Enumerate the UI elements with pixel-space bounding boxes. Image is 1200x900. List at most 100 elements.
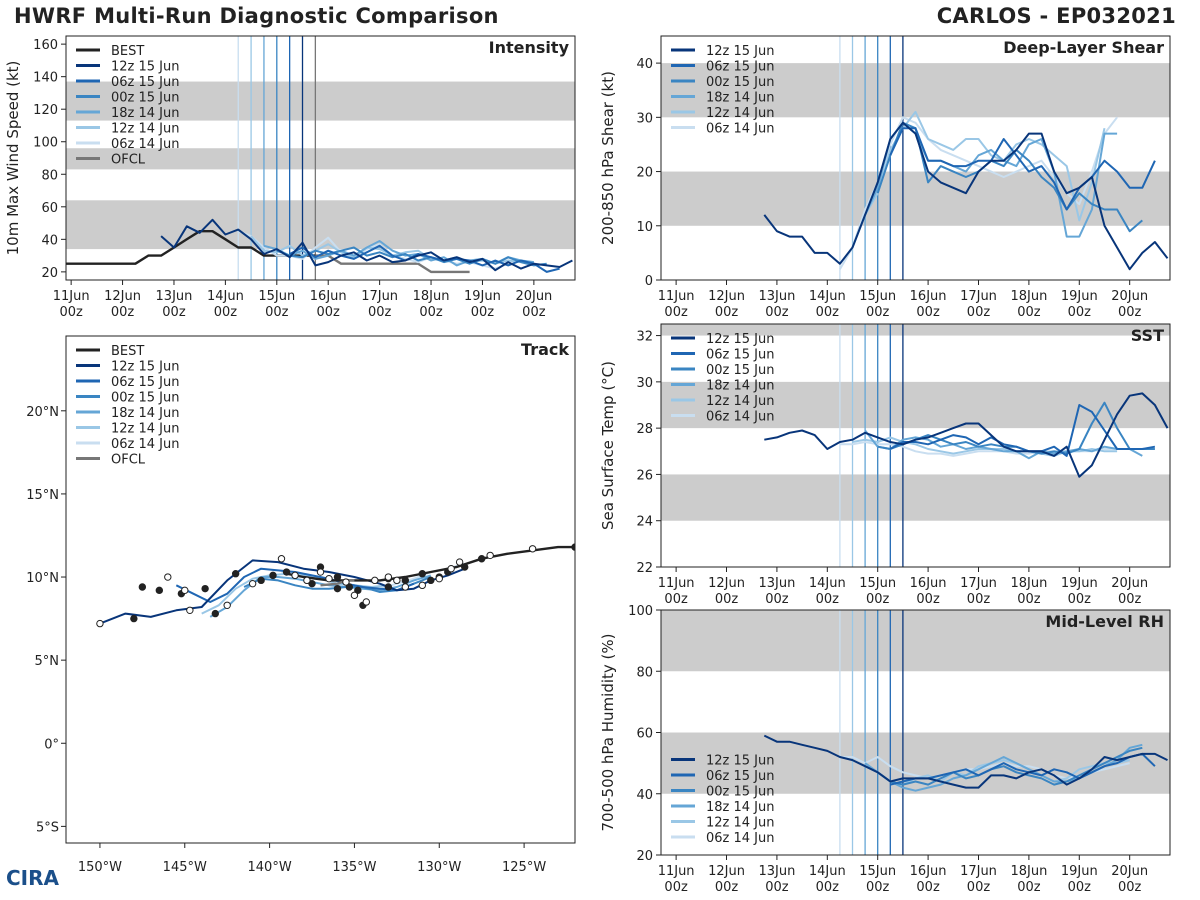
rh-ylabel: 700-500 hPa Humidity (%) — [599, 633, 617, 831]
intensity-legend-label: 00z 15 Jun — [111, 91, 180, 106]
rh-title: Mid-Level RH — [1045, 612, 1164, 631]
intensity-axes-frame — [65, 35, 576, 281]
track-legend-label: 00z 15 Jun — [111, 391, 180, 406]
sst-series-line — [864, 429, 1143, 460]
shear-ytick-label: 0 — [645, 274, 653, 289]
intensity-band — [66, 148, 575, 170]
sst-ylabel: Sea Surface Temp (°C) — [599, 361, 617, 530]
rh-xtick-label-hour: 00z — [715, 880, 739, 895]
track-marker-open — [350, 591, 359, 600]
sst-xtick-label-hour: 00z — [967, 592, 991, 607]
intensity-panel: 2040608010012014016011Jun00z12Jun00z13Ju… — [4, 35, 576, 320]
track-marker-filled — [333, 584, 342, 593]
track-marker-open — [96, 619, 104, 628]
track-marker-open — [371, 576, 379, 585]
track-marker-open — [277, 555, 286, 563]
rh-xtick-label-hour: 00z — [664, 880, 688, 895]
sst-series-line — [764, 392, 1169, 478]
rh-panel: 2040608010011Jun00z12Jun00z13Jun00z14Jun… — [599, 604, 1171, 895]
track-xtick-label: 145°W — [163, 860, 207, 875]
track-legend-label: 06z 15 Jun — [111, 375, 180, 390]
track-marker-open — [291, 571, 299, 580]
track-marker-filled — [130, 614, 138, 623]
intensity-series-line — [289, 244, 560, 273]
track-marker-filled — [201, 584, 209, 593]
sst-xtick-label: 11Jun — [658, 576, 695, 591]
shear-legend-label: 18z 14 Jun — [706, 91, 775, 106]
rh-ytick-label: 80 — [636, 665, 653, 680]
shear-ytick-label: 10 — [636, 220, 653, 235]
shear-legend-label: 00z 15 Jun — [706, 75, 775, 90]
sst-band — [661, 474, 1170, 521]
track-marker-filled — [211, 609, 220, 618]
intensity-xtick-label: 20Jun — [515, 289, 552, 304]
rh-xtick-label-hour: 00z — [866, 880, 890, 895]
track-marker-open — [435, 574, 443, 583]
rh-ytick-label: 40 — [636, 788, 653, 803]
sst-ytick-label: 26 — [636, 468, 653, 483]
intensity-xtick-label-hour: 00z — [214, 305, 238, 320]
track-legend-label: OFCL — [111, 453, 146, 468]
rh-xtick-label-hour: 00z — [1118, 880, 1142, 895]
track-ytick-label: 15°N — [26, 488, 59, 503]
shear-xtick-label: 14Jun — [809, 289, 846, 304]
intensity-ytick-label: 80 — [41, 168, 58, 183]
intensity-ytick-label: 160 — [33, 38, 58, 53]
shear-xtick-label: 18Jun — [1010, 289, 1047, 304]
intensity-xtick-label: 13Jun — [156, 289, 193, 304]
sst-xtick-label: 14Jun — [809, 576, 846, 591]
shear-xtick-label-hour: 00z — [1118, 305, 1142, 320]
shear-xtick-label-hour: 00z — [715, 305, 739, 320]
sst-xtick-label-hour: 00z — [916, 592, 940, 607]
track-legend-label: 06z 14 Jun — [111, 437, 180, 452]
track-xtick-label: 140°W — [248, 860, 292, 875]
sst-legend-label: 00z 15 Jun — [706, 363, 775, 378]
shear-xtick-label: 11Jun — [658, 289, 695, 304]
intensity-ytick-label: 100 — [33, 136, 58, 151]
rh-xtick-label: 15Jun — [859, 864, 896, 879]
rh-xtick-label: 14Jun — [809, 864, 846, 879]
sst-xtick-label: 16Jun — [910, 576, 947, 591]
shear-ylabel: 200-850 hPa Shear (kt) — [599, 71, 617, 245]
page-title: HWRF Multi-Run Diagnostic Comparison — [14, 4, 499, 28]
rh-series-line — [763, 734, 1168, 789]
track-marker-open — [223, 601, 231, 609]
track-marker-open — [401, 583, 410, 591]
rh-ytick-label: 100 — [628, 604, 653, 619]
rh-band — [661, 610, 1170, 672]
track-series-line — [320, 579, 355, 587]
sst-xtick-label-hour: 00z — [664, 592, 688, 607]
shear-xtick-label: 17Jun — [960, 289, 997, 304]
track-marker-filled — [384, 583, 393, 591]
track-marker-open — [393, 576, 401, 585]
intensity-title: Intensity — [489, 38, 570, 57]
intensity-xtick-label-hour: 00z — [162, 305, 186, 320]
shear-xtick-label-hour: 00z — [664, 305, 688, 320]
sst-xtick-label-hour: 00z — [816, 592, 840, 607]
shear-xtick-label: 20Jun — [1111, 289, 1148, 304]
intensity-xtick-label-hour: 00z — [419, 305, 443, 320]
sst-ytick-label: 32 — [636, 330, 653, 345]
intensity-xtick-label: 14Jun — [207, 289, 244, 304]
sst-legend-label: 06z 15 Jun — [706, 348, 775, 363]
rh-series-line — [890, 752, 1156, 786]
track-legend-label: 18z 14 Jun — [111, 406, 180, 421]
intensity-xtick-label: 16Jun — [310, 289, 347, 304]
rh-legend-label: 12z 15 Jun — [706, 754, 775, 769]
rh-legend-label: 06z 15 Jun — [706, 769, 775, 784]
track-marker-filled — [269, 571, 277, 580]
shear-axes-frame — [660, 35, 1171, 281]
intensity-ytick-label: 120 — [33, 103, 58, 118]
track-ytick-label: 10°N — [26, 571, 59, 586]
sst-series-line — [889, 404, 1156, 457]
track-marker-open — [384, 573, 393, 581]
intensity-xtick-label-hour: 00z — [522, 305, 546, 320]
sst-xtick-label: 20Jun — [1111, 576, 1148, 591]
track-marker-open — [303, 576, 311, 585]
track-marker-filled — [282, 568, 291, 576]
sst-xtick-label: 18Jun — [1010, 576, 1047, 591]
track-marker-open — [418, 581, 426, 590]
shear-panel: 01020304011Jun00z12Jun00z13Jun00z14Jun00… — [599, 35, 1171, 320]
rh-legend-label: 18z 14 Jun — [706, 800, 775, 815]
